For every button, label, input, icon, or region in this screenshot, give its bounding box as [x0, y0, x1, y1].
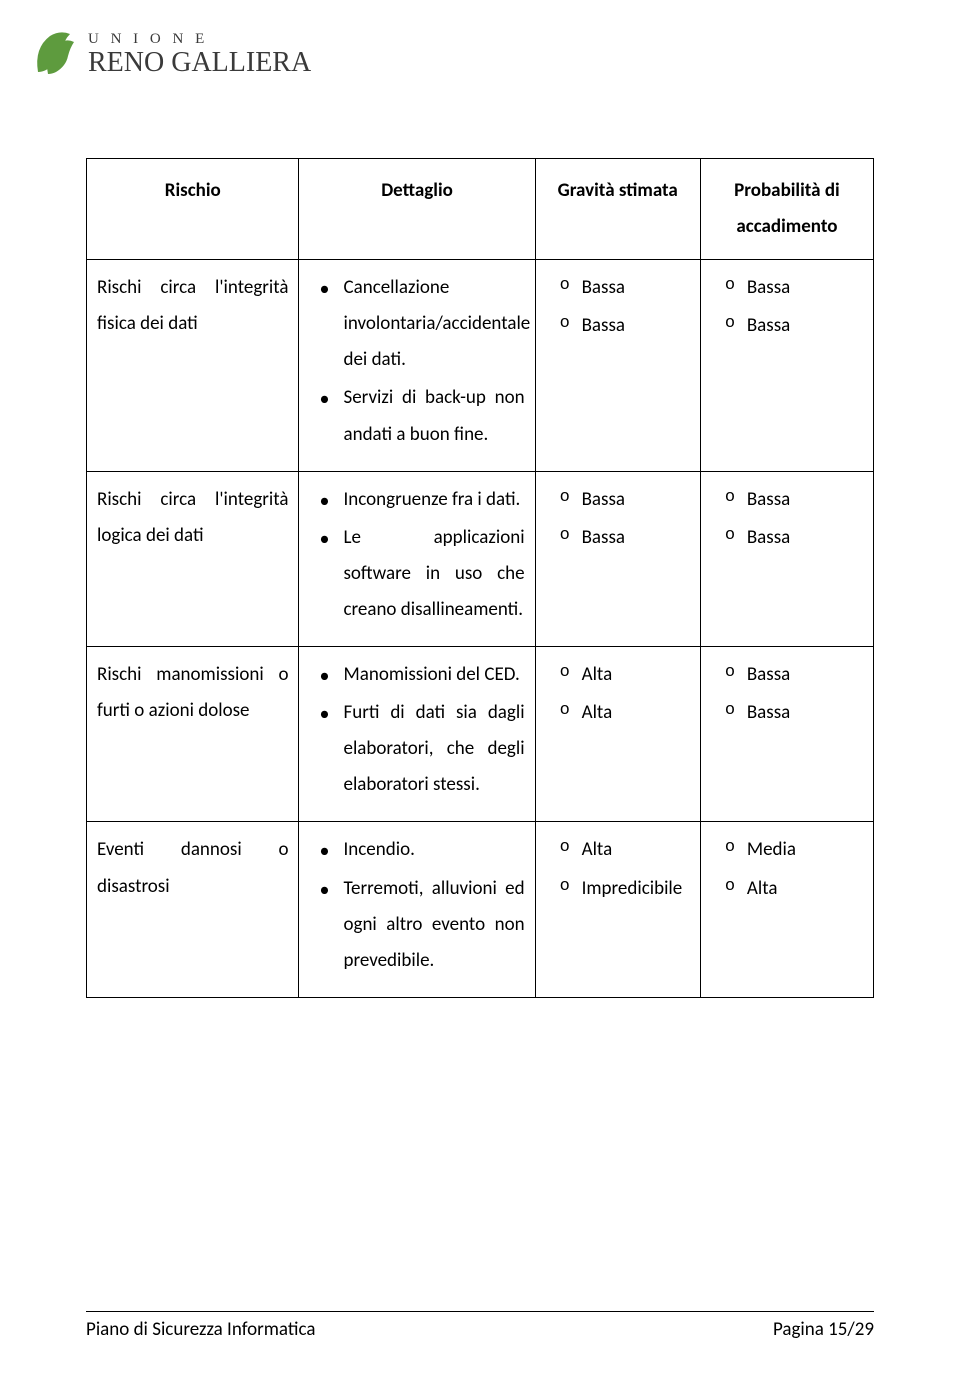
- cell-gravita: Bassa Bassa: [535, 260, 700, 471]
- org-logo: U N I O N E RENO GALLIERA: [32, 30, 311, 78]
- cell-rischio: Rischi circa l'integrità fisica dei dati: [87, 260, 299, 471]
- th-dettaglio: Dettaglio: [299, 159, 535, 260]
- brand-line1: U N I O N E: [88, 32, 311, 47]
- gravita-item: Alta: [560, 657, 690, 693]
- page: U N I O N E RENO GALLIERA Rischio Dettag…: [0, 0, 960, 1385]
- gravita-item: Bassa: [560, 308, 690, 344]
- cell-dettaglio: Incongruenze fra i dati. Le applicazioni…: [299, 471, 535, 646]
- gravita-item: Impredicibile: [560, 871, 690, 907]
- cell-dettaglio: Manomissioni del CED. Furti di dati sia …: [299, 647, 535, 822]
- leaf-icon: [32, 30, 78, 78]
- cell-probabilita: Bassa Bassa: [700, 647, 873, 822]
- detail-item: Terremoti, alluvioni ed ogni altro event…: [319, 871, 524, 979]
- detail-item: Furti di dati sia dagli elaboratori, che…: [319, 695, 524, 803]
- prob-item: Bassa: [725, 270, 863, 306]
- table-row: Rischi circa l'integrità logica dei dati…: [87, 471, 874, 646]
- cell-rischio: Rischi circa l'integrità logica dei dati: [87, 471, 299, 646]
- table-header-row: Rischio Dettaglio Gravità stimata Probab…: [87, 159, 874, 260]
- detail-item: Incendio.: [319, 832, 524, 868]
- gravita-item: Bassa: [560, 520, 690, 556]
- content: Rischio Dettaglio Gravità stimata Probab…: [86, 158, 874, 998]
- detail-item: Incongruenze fra i dati.: [319, 482, 524, 518]
- gravita-item: Alta: [560, 695, 690, 731]
- detail-item: Le applicazioni software in uso che crea…: [319, 520, 524, 628]
- cell-probabilita: Bassa Bassa: [700, 260, 873, 471]
- cell-gravita: Bassa Bassa: [535, 471, 700, 646]
- cell-dettaglio: Cancellazione involontaria/accidentale d…: [299, 260, 535, 471]
- prob-item: Alta: [725, 871, 863, 907]
- footer-right: Pagina 15/29: [773, 1318, 874, 1341]
- th-rischio: Rischio: [87, 159, 299, 260]
- gravita-item: Bassa: [560, 270, 690, 306]
- prob-item: Bassa: [725, 657, 863, 693]
- cell-rischio: Rischi manomissioni o furti o azioni dol…: [87, 647, 299, 822]
- detail-item: Manomissioni del CED.: [319, 657, 524, 693]
- cell-probabilita: Bassa Bassa: [700, 471, 873, 646]
- th-probabilita: Probabilità di accadimento: [700, 159, 873, 260]
- cell-probabilita: Media Alta: [700, 822, 873, 997]
- table-row: Rischi manomissioni o furti o azioni dol…: [87, 647, 874, 822]
- footer-left: Piano di Sicurezza Informatica: [86, 1318, 315, 1341]
- prob-item: Bassa: [725, 695, 863, 731]
- cell-rischio: Eventi dannosi o disastrosi: [87, 822, 299, 997]
- table-row: Eventi dannosi o disastrosi Incendio. Te…: [87, 822, 874, 997]
- prob-item: Media: [725, 832, 863, 868]
- prob-item: Bassa: [725, 482, 863, 518]
- table-row: Rischi circa l'integrità fisica dei dati…: [87, 260, 874, 471]
- th-gravita: Gravità stimata: [535, 159, 700, 260]
- brand-line2: RENO GALLIERA: [88, 49, 311, 77]
- cell-dettaglio: Incendio. Terremoti, alluvioni ed ogni a…: [299, 822, 535, 997]
- prob-item: Bassa: [725, 308, 863, 344]
- detail-item: Servizi di back-up non andati a buon fin…: [319, 380, 524, 452]
- gravita-item: Bassa: [560, 482, 690, 518]
- cell-gravita: Alta Impredicibile: [535, 822, 700, 997]
- risk-table: Rischio Dettaglio Gravità stimata Probab…: [86, 158, 874, 998]
- gravita-item: Alta: [560, 832, 690, 868]
- cell-gravita: Alta Alta: [535, 647, 700, 822]
- detail-item: Cancellazione involontaria/accidentale d…: [319, 270, 524, 378]
- prob-item: Bassa: [725, 520, 863, 556]
- page-footer: Piano di Sicurezza Informatica Pagina 15…: [86, 1311, 874, 1341]
- brand-text: U N I O N E RENO GALLIERA: [88, 32, 311, 77]
